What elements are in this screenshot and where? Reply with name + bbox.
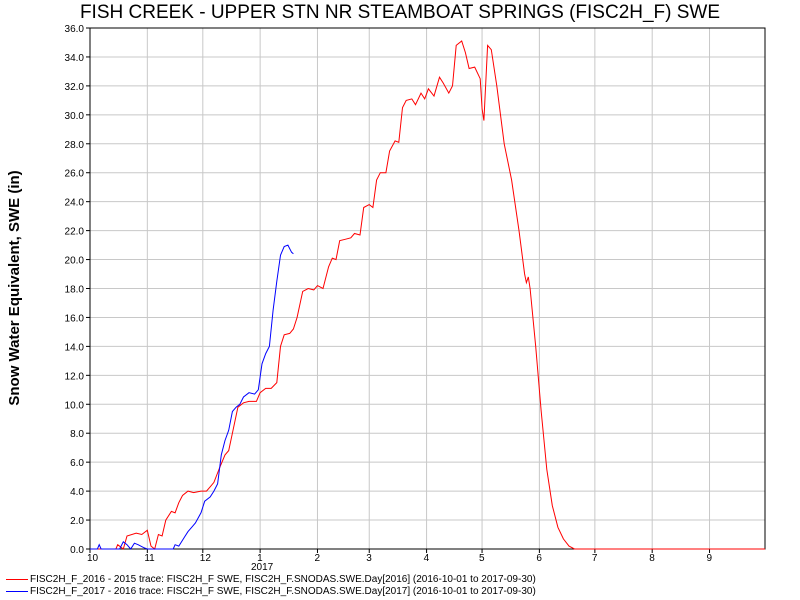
y-tick-label: 12.0 — [65, 371, 85, 382]
x-tick-label: 9 — [707, 553, 713, 564]
y-tick-label: 20.0 — [65, 256, 85, 267]
y-tick-label: 0.0 — [70, 545, 84, 556]
series-line-0 — [90, 40, 765, 550]
legend-swatch-red — [6, 578, 28, 580]
y-tick-label: 18.0 — [65, 285, 85, 296]
legend-entry-2017: FISC2H_F_2017 - 2016 trace: FISC2H_F SWE… — [6, 586, 536, 597]
series-line-1 — [90, 244, 294, 550]
chart-title: FISH CREEK - UPPER STN NR STEAMBOAT SPRI… — [79, 2, 721, 23]
y-tick-label: 6.0 — [70, 458, 84, 469]
x-axis: 10 11 12 1 2 3 4 5 6 7 8 9 — [87, 549, 713, 564]
x-tick-label: 3 — [366, 553, 372, 564]
y-tick-label: 4.0 — [70, 487, 84, 498]
grid-lines — [89, 27, 765, 550]
y-tick-label: 36.0 — [65, 24, 85, 35]
x-tick-label: 7 — [592, 553, 598, 564]
y-tick-label: 22.0 — [65, 227, 85, 238]
y-tick-label: 24.0 — [65, 198, 85, 209]
y-tick-label: 34.0 — [65, 53, 85, 64]
x-tick-label: 5 — [479, 553, 485, 564]
y-axis: 0.0 2.0 4.0 6.0 8.0 10.0 12.0 14.0 16.0 18.0 20.0 2… — [65, 24, 90, 556]
y-tick-label: 2.0 — [70, 516, 84, 527]
x-tick-label: 10 — [87, 553, 99, 564]
x-tick-label: 11 — [144, 553, 155, 564]
y-tick-label: 14.0 — [65, 342, 85, 353]
y-axis-label: Snow Water Equivalent, SWE (in) — [6, 170, 23, 405]
legend-swatch-blue — [6, 590, 28, 592]
y-tick-label: 26.0 — [65, 169, 85, 180]
series-lines — [90, 40, 765, 550]
x-tick-label: 12 — [200, 553, 212, 564]
year-label: 2017 — [251, 562, 274, 573]
x-tick-label: 1 — [257, 553, 263, 564]
y-tick-label: 30.0 — [65, 111, 85, 122]
y-tick-label: 8.0 — [70, 429, 84, 440]
legend-entry-2016: FISC2H_F_2016 - 2015 trace: FISC2H_F SWE… — [6, 574, 536, 585]
y-tick-label: 10.0 — [65, 400, 85, 411]
x-tick-label: 8 — [649, 553, 655, 564]
legend-text-2016: FISC2H_F_2016 - 2015 trace: FISC2H_F SWE… — [30, 574, 536, 585]
x-tick-label: 6 — [536, 553, 542, 564]
y-tick-label: 32.0 — [65, 82, 85, 93]
x-tick-label: 4 — [424, 553, 430, 564]
x-tick-label: 2 — [314, 553, 320, 564]
y-tick-label: 16.0 — [65, 313, 85, 324]
y-tick-label: 28.0 — [65, 140, 85, 151]
legend-text-2017: FISC2H_F_2017 - 2016 trace: FISC2H_F SWE… — [30, 586, 536, 597]
